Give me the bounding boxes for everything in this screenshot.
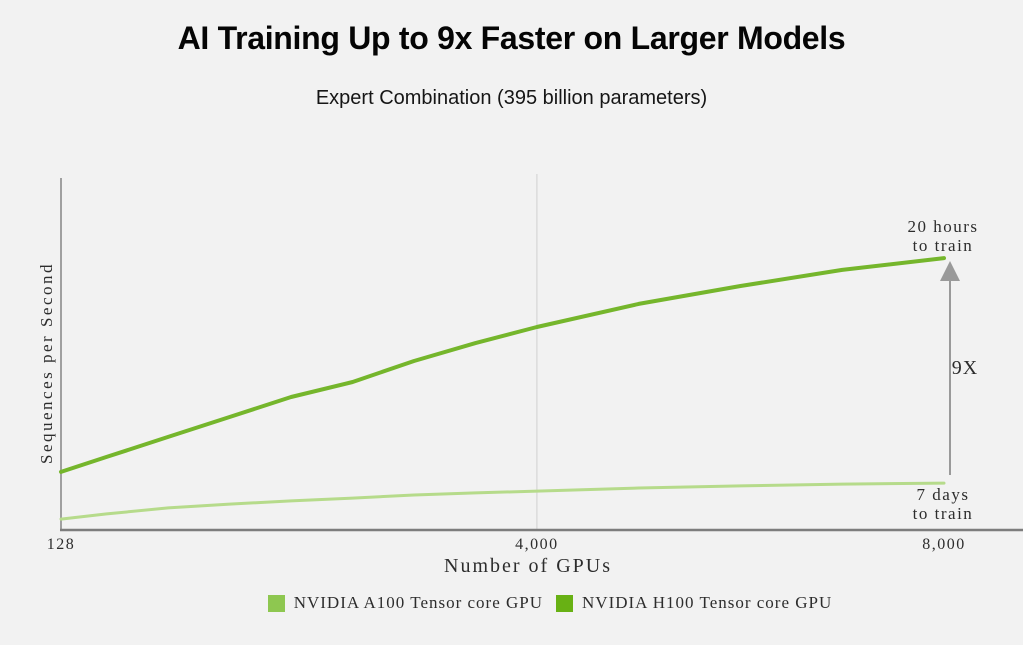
h100-endpoint-annotation: 20 hours to train — [907, 217, 979, 255]
x-tick-4000: 4,000 — [515, 536, 559, 553]
x-tick-8000: 8,000 — [922, 536, 966, 553]
legend-label-a100: NVIDIA A100 Tensor core GPU — [293, 593, 544, 612]
h100-annotation-line2: to train — [912, 235, 974, 255]
legend-item-a100: NVIDIA A100 Tensor core GPU — [267, 593, 544, 613]
a100-swatch-icon — [267, 594, 285, 612]
x-tick-128: 128 — [46, 536, 76, 553]
chart-subtitle: Expert Combination (395 billion paramete… — [315, 87, 708, 109]
chart-title: AI Training Up to 9x Faster on Larger Mo… — [177, 20, 846, 56]
a100-annotation-line2: to train — [912, 503, 974, 523]
a100-series-line — [59, 481, 946, 521]
a100-endpoint-annotation: 7 days to train — [912, 485, 974, 523]
chart-legend: NVIDIA A100 Tensor core GPU NVIDIA H100 … — [0, 593, 1023, 613]
speedup-arrow — [940, 261, 960, 475]
x-axis-label: Number of GPUs — [444, 555, 612, 577]
speedup-arrowhead-icon — [940, 261, 960, 281]
a100-annotation-line1: 7 days — [916, 485, 970, 504]
h100-swatch-icon — [556, 594, 574, 612]
legend-label-h100: NVIDIA H100 Tensor core GPU — [582, 593, 833, 612]
speedup-label: 9X — [951, 357, 979, 379]
y-axis-label: Sequences per Second — [37, 261, 56, 465]
h100-annotation-line1: 20 hours — [907, 217, 979, 236]
h100-series-line — [59, 256, 946, 474]
legend-item-h100: NVIDIA H100 Tensor core GPU — [556, 593, 832, 613]
